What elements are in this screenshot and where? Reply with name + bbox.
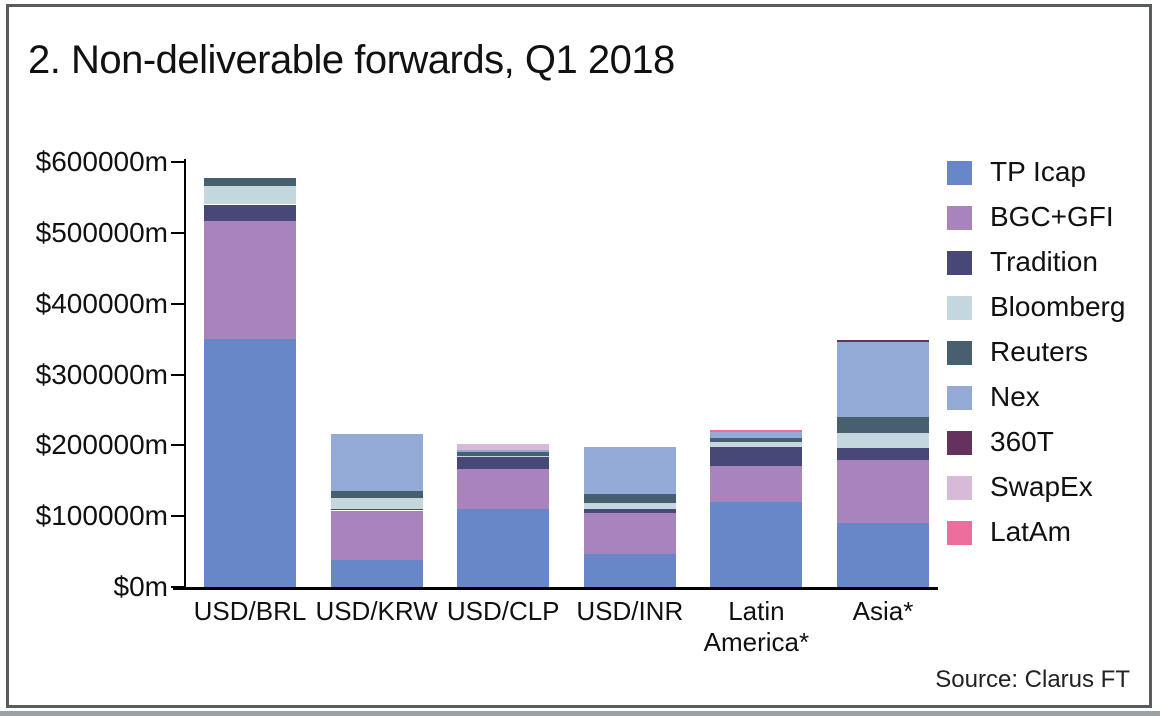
bar-segment-tradition [457, 457, 550, 469]
legend-swatch [947, 161, 972, 185]
category-label: Latin America* [703, 596, 810, 657]
bar-segment-bgc-gfi [710, 465, 803, 502]
category-label: USD/CLP [446, 596, 560, 626]
legend-swatch [947, 206, 972, 230]
bar-segment-tp-icap [710, 502, 803, 587]
y-axis-tick [171, 515, 184, 518]
bar-segment-tp-icap [330, 560, 423, 587]
bar-segment-bloomberg [583, 503, 676, 510]
y-axis-tick [171, 231, 184, 234]
source-note: Source: Clarus FT [935, 666, 1130, 693]
bar-usd-brl [204, 0, 296, 587]
bar-segment-nex [837, 341, 929, 417]
bar-segment-360t [837, 339, 929, 342]
y-tick-label: $300000m [35, 358, 168, 390]
bar-segment-nex [583, 447, 676, 495]
bar-segment-swapex [457, 443, 550, 450]
legend-item-swapex: SwapEx [947, 471, 1147, 521]
bar-segment-tp-icap [583, 554, 676, 587]
bar-segment-bgc-gfi [204, 220, 296, 340]
bar-segment-reuters [330, 491, 423, 499]
legend-item-tradition: Tradition [947, 246, 1147, 296]
y-axis-tick [171, 444, 184, 447]
bar-segment-reuters [837, 417, 929, 434]
bar-segment-tp-icap [204, 339, 296, 587]
legend-swatch [947, 476, 972, 500]
bar-segment-bloomberg [710, 441, 803, 447]
legend-swatch [947, 251, 972, 275]
bar-segment-nex [710, 431, 803, 438]
legend-label: Bloomberg [990, 291, 1126, 322]
bar-segment-bgc-gfi [457, 468, 550, 510]
y-tick-label: $600000m [35, 146, 168, 177]
legend-label: Reuters [990, 336, 1089, 367]
bar-segment-bloomberg [204, 186, 296, 205]
y-tick-label: $500000m [35, 216, 168, 248]
bar-segment-bloomberg [330, 498, 423, 510]
y-axis-tick [171, 586, 184, 588]
legend-swatch [947, 521, 972, 545]
y-tick-label: $400000m [35, 287, 168, 319]
legend-swatch [947, 431, 972, 455]
legend-label: LatAm [990, 516, 1071, 547]
bar-usd-clp [457, 0, 550, 587]
category-label: Asia* [852, 596, 914, 626]
x-axis-line [173, 587, 938, 590]
y-tick-label: $100000m [35, 500, 168, 532]
category-label: USD/KRW [315, 596, 438, 626]
legend-item-bgc-gfi: BGC+GFI [947, 201, 1147, 251]
y-axis-tick [171, 161, 184, 163]
bar-segment-nex [330, 434, 423, 492]
y-axis-tick [171, 302, 184, 305]
legend-label: SwapEx [990, 471, 1093, 502]
bar-segment-nex [457, 449, 550, 453]
bar-segment-tradition [837, 448, 929, 461]
legend-item-latam: LatAm [947, 516, 1147, 566]
legend-swatch [947, 296, 972, 320]
bar-asia- [837, 0, 929, 587]
bar-segment-reuters [204, 177, 296, 187]
category-label: USD/INR [576, 596, 684, 626]
legend-swatch [947, 341, 972, 365]
bar-segment-reuters [457, 452, 550, 456]
y-tick-label: $0m [113, 571, 168, 602]
category-label: USD/BRL [193, 596, 307, 626]
legend-label: TP Icap [990, 156, 1086, 187]
legend-label: Tradition [990, 246, 1098, 277]
legend-item-bloomberg: Bloomberg [947, 291, 1147, 341]
y-axis-line [184, 159, 186, 587]
bar-segment-tp-icap [837, 523, 929, 587]
bar-segment-tradition [710, 446, 803, 466]
bar-segment-tradition [204, 204, 296, 221]
legend-label: Nex [990, 381, 1040, 412]
bar-usd-inr [583, 0, 676, 587]
bar-segment-bgc-gfi [583, 512, 676, 555]
bar-segment-reuters [710, 437, 803, 442]
bar-segment-tradition [330, 509, 423, 511]
legend-label: BGC+GFI [990, 201, 1114, 232]
bottom-edge-strip [0, 711, 1160, 716]
chart-title: 2. Non-deliverable forwards, Q1 2018 [28, 38, 675, 82]
bar-segment-bgc-gfi [837, 460, 929, 524]
bar-segment-bloomberg [837, 433, 929, 449]
bar-segment-tp-icap [457, 509, 550, 587]
legend-item-tp-icap: TP Icap [947, 156, 1147, 206]
bar-latin-america- [710, 0, 803, 587]
bar-segment-bgc-gfi [330, 510, 423, 561]
legend-item-360t: 360T [947, 426, 1147, 476]
legend-label: 360T [990, 426, 1054, 457]
bar-segment-bloomberg [457, 455, 550, 458]
bar-segment-reuters [583, 494, 676, 504]
legend-item-nex: Nex [947, 381, 1147, 431]
y-axis-tick [171, 373, 184, 376]
bar-segment-tradition [583, 509, 676, 513]
y-tick-label: $200000m [35, 429, 168, 461]
bar-usd-krw [330, 0, 423, 587]
legend-swatch [947, 386, 972, 410]
bar-segment-latam [710, 429, 803, 432]
legend-item-reuters: Reuters [947, 336, 1147, 386]
